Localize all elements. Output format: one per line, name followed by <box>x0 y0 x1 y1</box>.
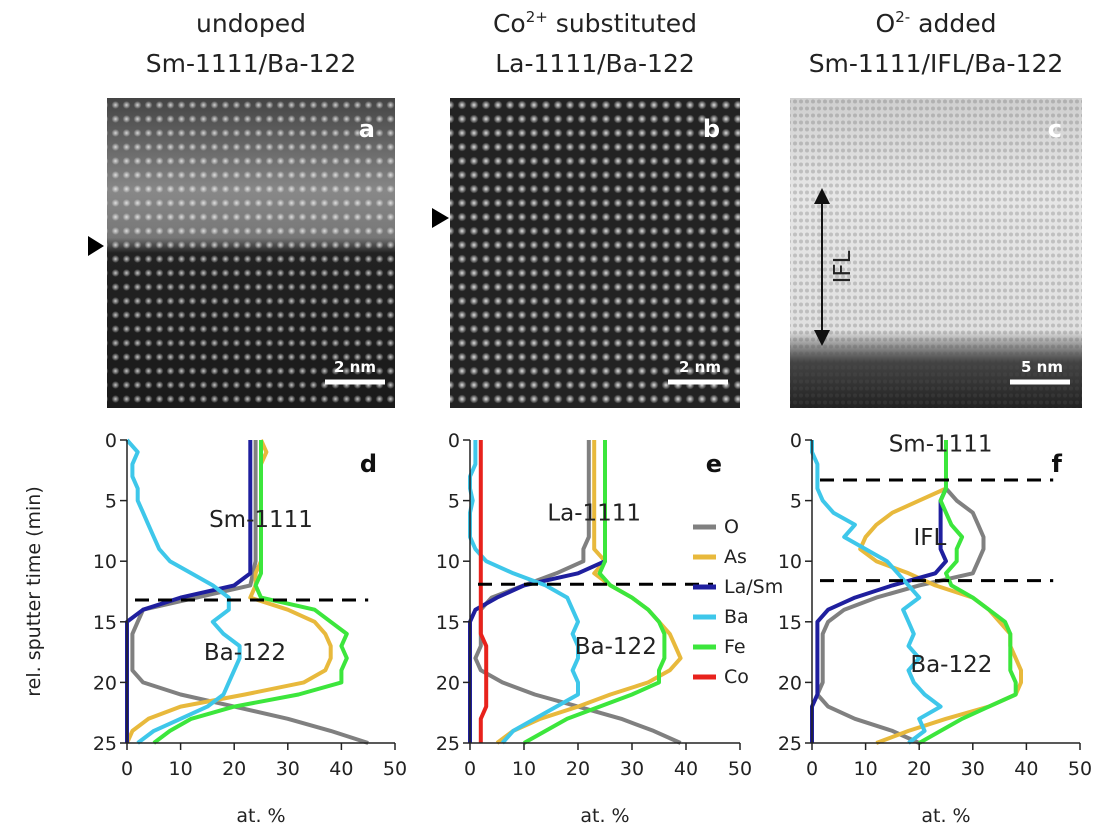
layer-label: IFL <box>914 525 947 551</box>
title-sup: 2+ <box>526 8 548 26</box>
x-tick-label: 30 <box>276 758 300 780</box>
x-tick-label: 20 <box>907 758 931 780</box>
layer-label: Ba-122 <box>910 652 992 678</box>
legend-label: Ba <box>724 606 749 628</box>
panel-title: Sm-1111/IFL/Ba-122 <box>809 49 1064 78</box>
title-text: O <box>876 9 896 38</box>
x-tick-label: 50 <box>1068 758 1092 780</box>
title-text: Sm-1111/Ba-122 <box>146 49 357 78</box>
y-tick-label: 5 <box>448 491 460 513</box>
panel-title: Co2+ substituted <box>493 8 697 38</box>
x-tick-label: 50 <box>728 758 752 780</box>
x-tick-label: 20 <box>222 758 246 780</box>
y-tick-label: 5 <box>790 491 802 513</box>
panel-letter: f <box>1052 450 1063 478</box>
x-tick-label: 0 <box>464 758 476 780</box>
x-tick-label: 0 <box>806 758 818 780</box>
x-tick-label: 40 <box>674 758 698 780</box>
title-text: Sm-1111/IFL/Ba-122 <box>809 49 1064 78</box>
legend-label: Co <box>724 666 749 688</box>
profile-line <box>125 438 242 745</box>
y-tick-label: 25 <box>93 733 117 755</box>
panel-title: La-1111/Ba-122 <box>495 49 695 78</box>
y-tick-label: 10 <box>93 551 117 573</box>
title-text: substituted <box>548 9 697 38</box>
x-tick-label: 40 <box>1014 758 1038 780</box>
y-tick-label: 0 <box>448 430 460 452</box>
x-tick-label: 10 <box>854 758 878 780</box>
title-text: undoped <box>196 9 306 38</box>
image-a <box>88 98 395 408</box>
layer-label: Ba-122 <box>204 640 286 666</box>
x-tick-label: 20 <box>566 758 590 780</box>
x-tick-label: 30 <box>961 758 985 780</box>
y-tick-label: 0 <box>790 430 802 452</box>
title-text: La-1111/Ba-122 <box>495 49 695 78</box>
image-c <box>790 98 1082 408</box>
y-tick-label: 20 <box>436 672 460 694</box>
x-tick-label: 10 <box>512 758 536 780</box>
title-sup: 2- <box>895 8 910 26</box>
x-tick-label: 10 <box>169 758 193 780</box>
x-axis-label: at. % <box>580 805 629 827</box>
profile-line <box>468 440 607 743</box>
x-tick-label: 40 <box>329 758 353 780</box>
profile-line <box>478 440 489 743</box>
profile-line <box>152 440 349 745</box>
panel-title: Sm-1111/Ba-122 <box>146 49 357 78</box>
panel-letter: a <box>359 115 375 143</box>
legend-label: Fe <box>724 636 746 658</box>
title-text: added <box>910 9 996 38</box>
y-tick-label: 20 <box>93 672 117 694</box>
panel-letter: e <box>706 450 722 478</box>
y-axis-label: rel. sputter time (min) <box>23 486 45 697</box>
layer-label: Sm-1111 <box>889 432 993 458</box>
profile-line <box>918 440 1018 745</box>
y-tick-label: 10 <box>778 551 802 573</box>
legend-label: O <box>724 516 739 538</box>
y-tick-label: 25 <box>436 733 460 755</box>
panel-letter: d <box>360 450 377 478</box>
x-tick-label: 0 <box>121 758 133 780</box>
x-tick-label: 50 <box>383 758 407 780</box>
y-tick-label: 25 <box>778 733 802 755</box>
y-tick-label: 5 <box>105 491 117 513</box>
y-tick-label: 15 <box>436 612 460 634</box>
y-tick-label: 15 <box>93 612 117 634</box>
panel-title: O2- added <box>876 8 997 38</box>
panel-title: undoped <box>196 9 306 38</box>
profile-line <box>810 440 943 745</box>
x-tick-label: 30 <box>620 758 644 780</box>
x-axis-label: at. % <box>921 805 970 827</box>
scale-bar-label: 2 nm <box>334 358 376 376</box>
y-tick-label: 15 <box>778 612 802 634</box>
y-tick-label: 20 <box>778 672 802 694</box>
layer-label: Sm-1111 <box>209 507 313 533</box>
scale-bar-label: 2 nm <box>679 358 721 376</box>
panel-letter: b <box>703 115 720 143</box>
panel-letter: c <box>1048 115 1062 143</box>
ifl-label: IFL <box>830 250 856 283</box>
x-axis-label: at. % <box>236 805 285 827</box>
y-tick-label: 0 <box>105 430 117 452</box>
layer-label: Ba-122 <box>575 634 657 660</box>
title-text: Co <box>493 9 526 38</box>
legend-label: La/Sm <box>724 576 783 598</box>
image-b <box>432 98 740 408</box>
y-tick-label: 10 <box>436 551 460 573</box>
layer-label: La-1111 <box>547 501 641 527</box>
scale-bar-label: 5 nm <box>1021 358 1063 376</box>
profile-line <box>858 440 1023 745</box>
profile-line <box>523 440 667 745</box>
legend-label: As <box>724 546 747 568</box>
